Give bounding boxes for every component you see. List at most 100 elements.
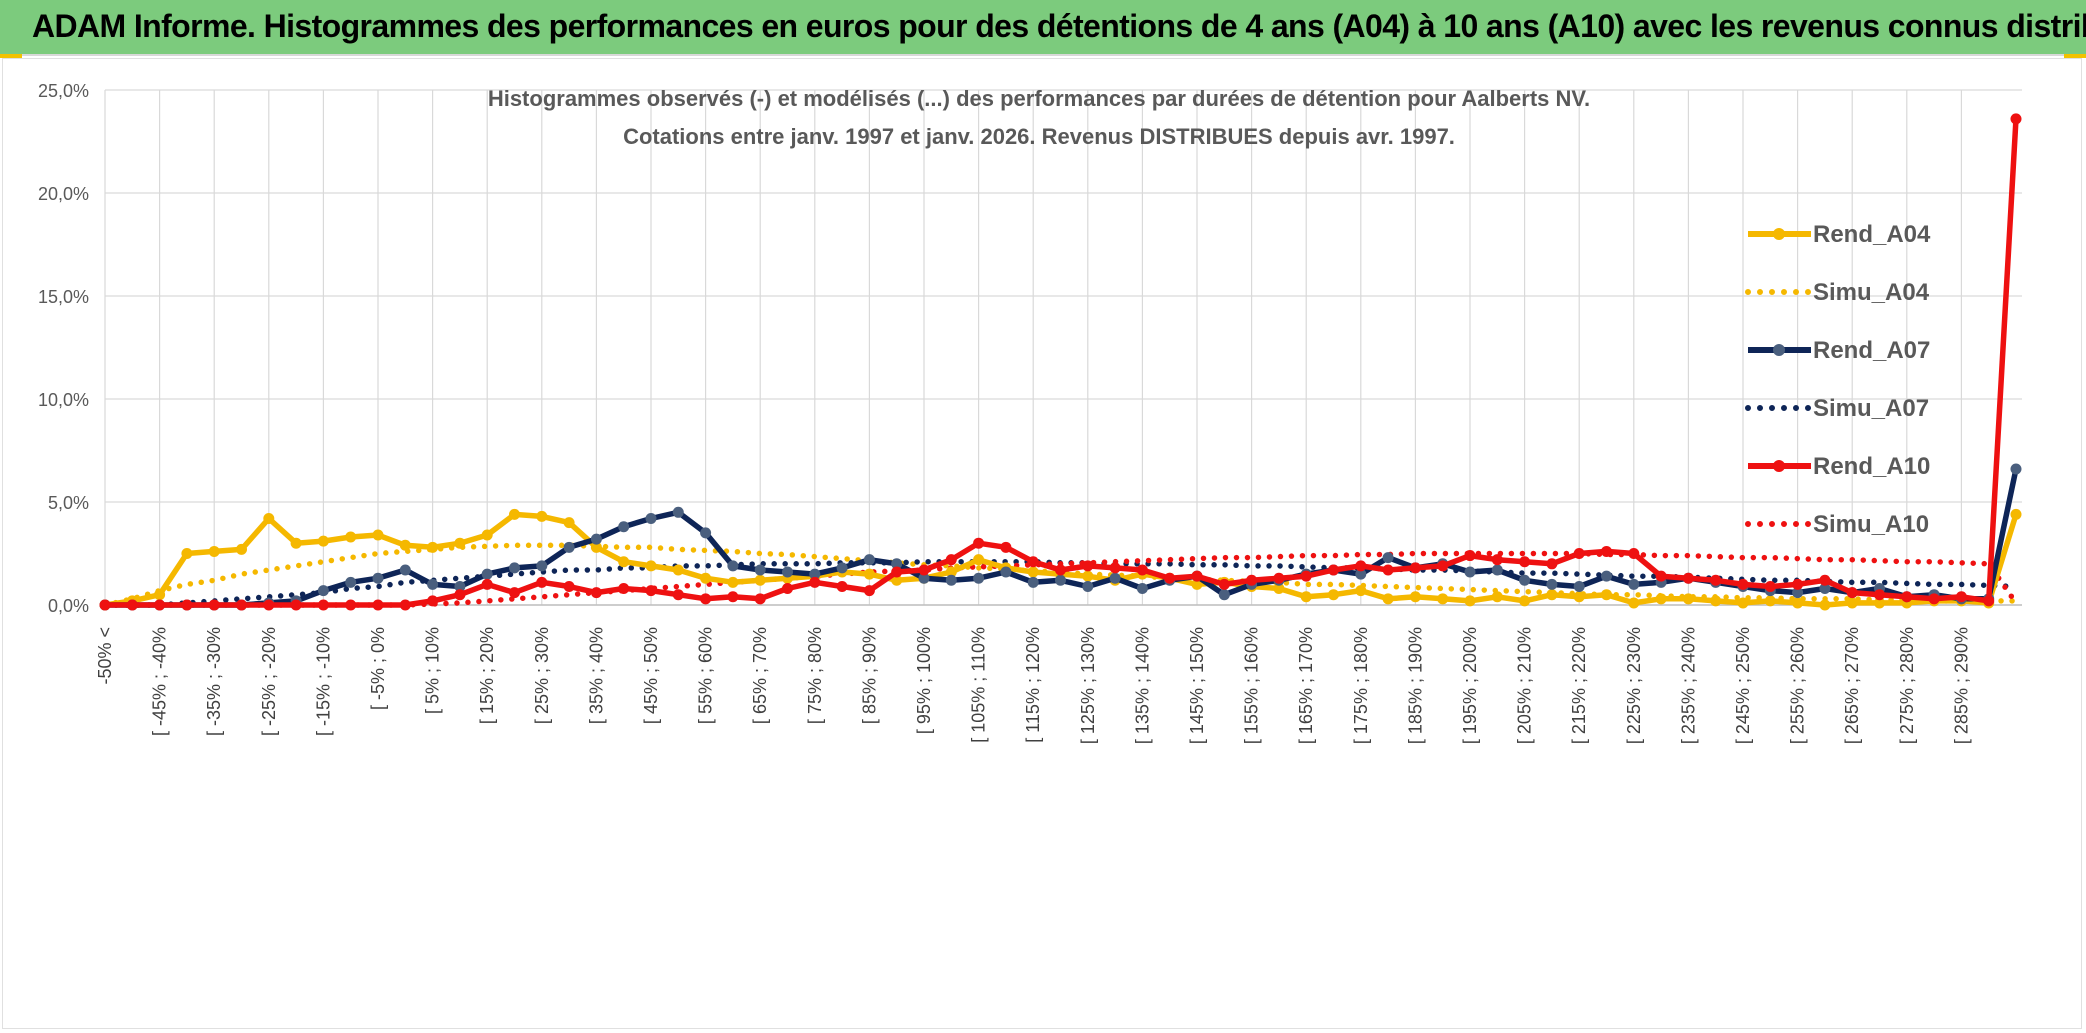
x-tick-label: [ 5% ; 10% [423,627,443,714]
data-point [700,527,712,539]
data-point [1218,578,1230,590]
data-point [645,585,657,597]
data-point [345,576,357,588]
x-tick-label: [ 15% ; 20% [477,627,497,724]
data-point [1491,554,1503,566]
x-tick-label: [ 145% ; 150% [1187,627,1207,744]
data-point [945,574,957,586]
data-point [2010,113,2022,125]
data-point [1246,574,1258,586]
data-point [1546,589,1558,601]
data-point [509,508,520,520]
x-tick-label: [ 85% ; 90% [859,627,879,724]
data-point [1082,580,1094,592]
y-tick-label: 25,0% [38,81,89,101]
x-tick-label: [ 65% ; 70% [750,627,770,724]
data-point [1355,560,1367,572]
series-rend_a04 [99,508,2022,611]
data-point [454,580,466,592]
data-point [1191,570,1203,582]
data-point [809,568,821,580]
data-point [1328,589,1339,601]
chart-title-line-2: Cotations entre janv. 1997 et janv. 2026… [623,124,1455,149]
legend-label: Rend_A04 [1813,221,1931,248]
data-point [1546,578,1558,590]
data-point [1628,578,1640,590]
x-tick-label: [ 285% ; 290% [1951,627,1971,744]
data-point [509,562,520,574]
data-point [1082,570,1094,582]
chart-title-line-1: Histogrammes observés (-) et modélisés (… [488,86,1590,111]
data-point [1328,564,1339,576]
data-point [372,529,384,541]
data-point [1027,576,1039,588]
data-point [1000,541,1012,553]
x-tick-label: [ -35% ; -30% [204,627,224,736]
data-point [590,541,602,553]
data-point [836,580,848,592]
data-point [590,533,602,545]
data-point [154,599,166,611]
data-point [918,572,930,584]
x-tick-label: [ 55% ; 60% [696,627,716,724]
data-point [1382,564,1394,576]
legend-label: Simu_A10 [1813,511,1929,538]
data-point [345,531,357,543]
data-point [727,591,739,603]
x-tick-label: [ -25% ; -20% [259,627,279,736]
legend-item-rend_a07: Rend_A07 [1748,337,1930,364]
data-point [1601,570,1612,582]
data-point [317,535,329,547]
data-point [1136,583,1148,595]
x-tick-label: [ 235% ; 240% [1678,627,1698,744]
x-tick-label: -50% < [95,627,115,685]
data-point [1000,566,1012,578]
data-point [782,566,793,578]
data-point [1628,597,1640,609]
data-point [809,576,821,588]
data-point [754,593,766,605]
legend-label: Simu_A04 [1813,279,1930,306]
legend-label: Rend_A10 [1813,453,1930,480]
data-point [263,512,275,524]
data-point [1464,595,1476,607]
data-point [208,545,220,557]
data-point [1409,562,1421,574]
data-point [645,560,657,572]
data-point [563,517,575,529]
x-tick-label: [ 265% ; 270% [1842,627,1862,744]
legend-item-simu_a10: Simu_A10 [1745,511,1929,538]
data-point [454,589,466,601]
data-point [1901,591,1913,603]
data-point [563,580,575,592]
data-point [1573,580,1585,592]
data-point [1819,574,1831,586]
data-point [1764,580,1776,592]
data-point [1792,597,1804,609]
data-point [782,583,793,595]
y-tick-label: 0,0% [48,596,89,616]
data-point [1109,562,1121,574]
data-point [836,562,848,574]
x-tick-label: [ 115% ; 120% [1023,627,1043,743]
y-tick-label: 10,0% [38,390,89,410]
data-point [1491,564,1503,576]
data-point [891,566,903,578]
data-point [427,595,439,607]
data-point [1355,568,1367,580]
x-tick-label: [ 175% ; 180% [1351,627,1371,744]
data-point [672,564,684,576]
data-point [399,564,411,576]
y-tick-label: 20,0% [38,184,89,204]
data-point [154,589,166,601]
data-point [700,572,712,584]
data-point [536,576,548,588]
data-point [1519,556,1531,568]
data-point [181,548,193,559]
data-point [481,578,493,590]
data-point [208,599,220,611]
data-point [1136,564,1148,576]
x-tick-label: [ 135% ; 140% [1132,627,1152,744]
data-point [973,537,985,549]
x-tick-label: [ 165% ; 170% [1296,627,1316,744]
